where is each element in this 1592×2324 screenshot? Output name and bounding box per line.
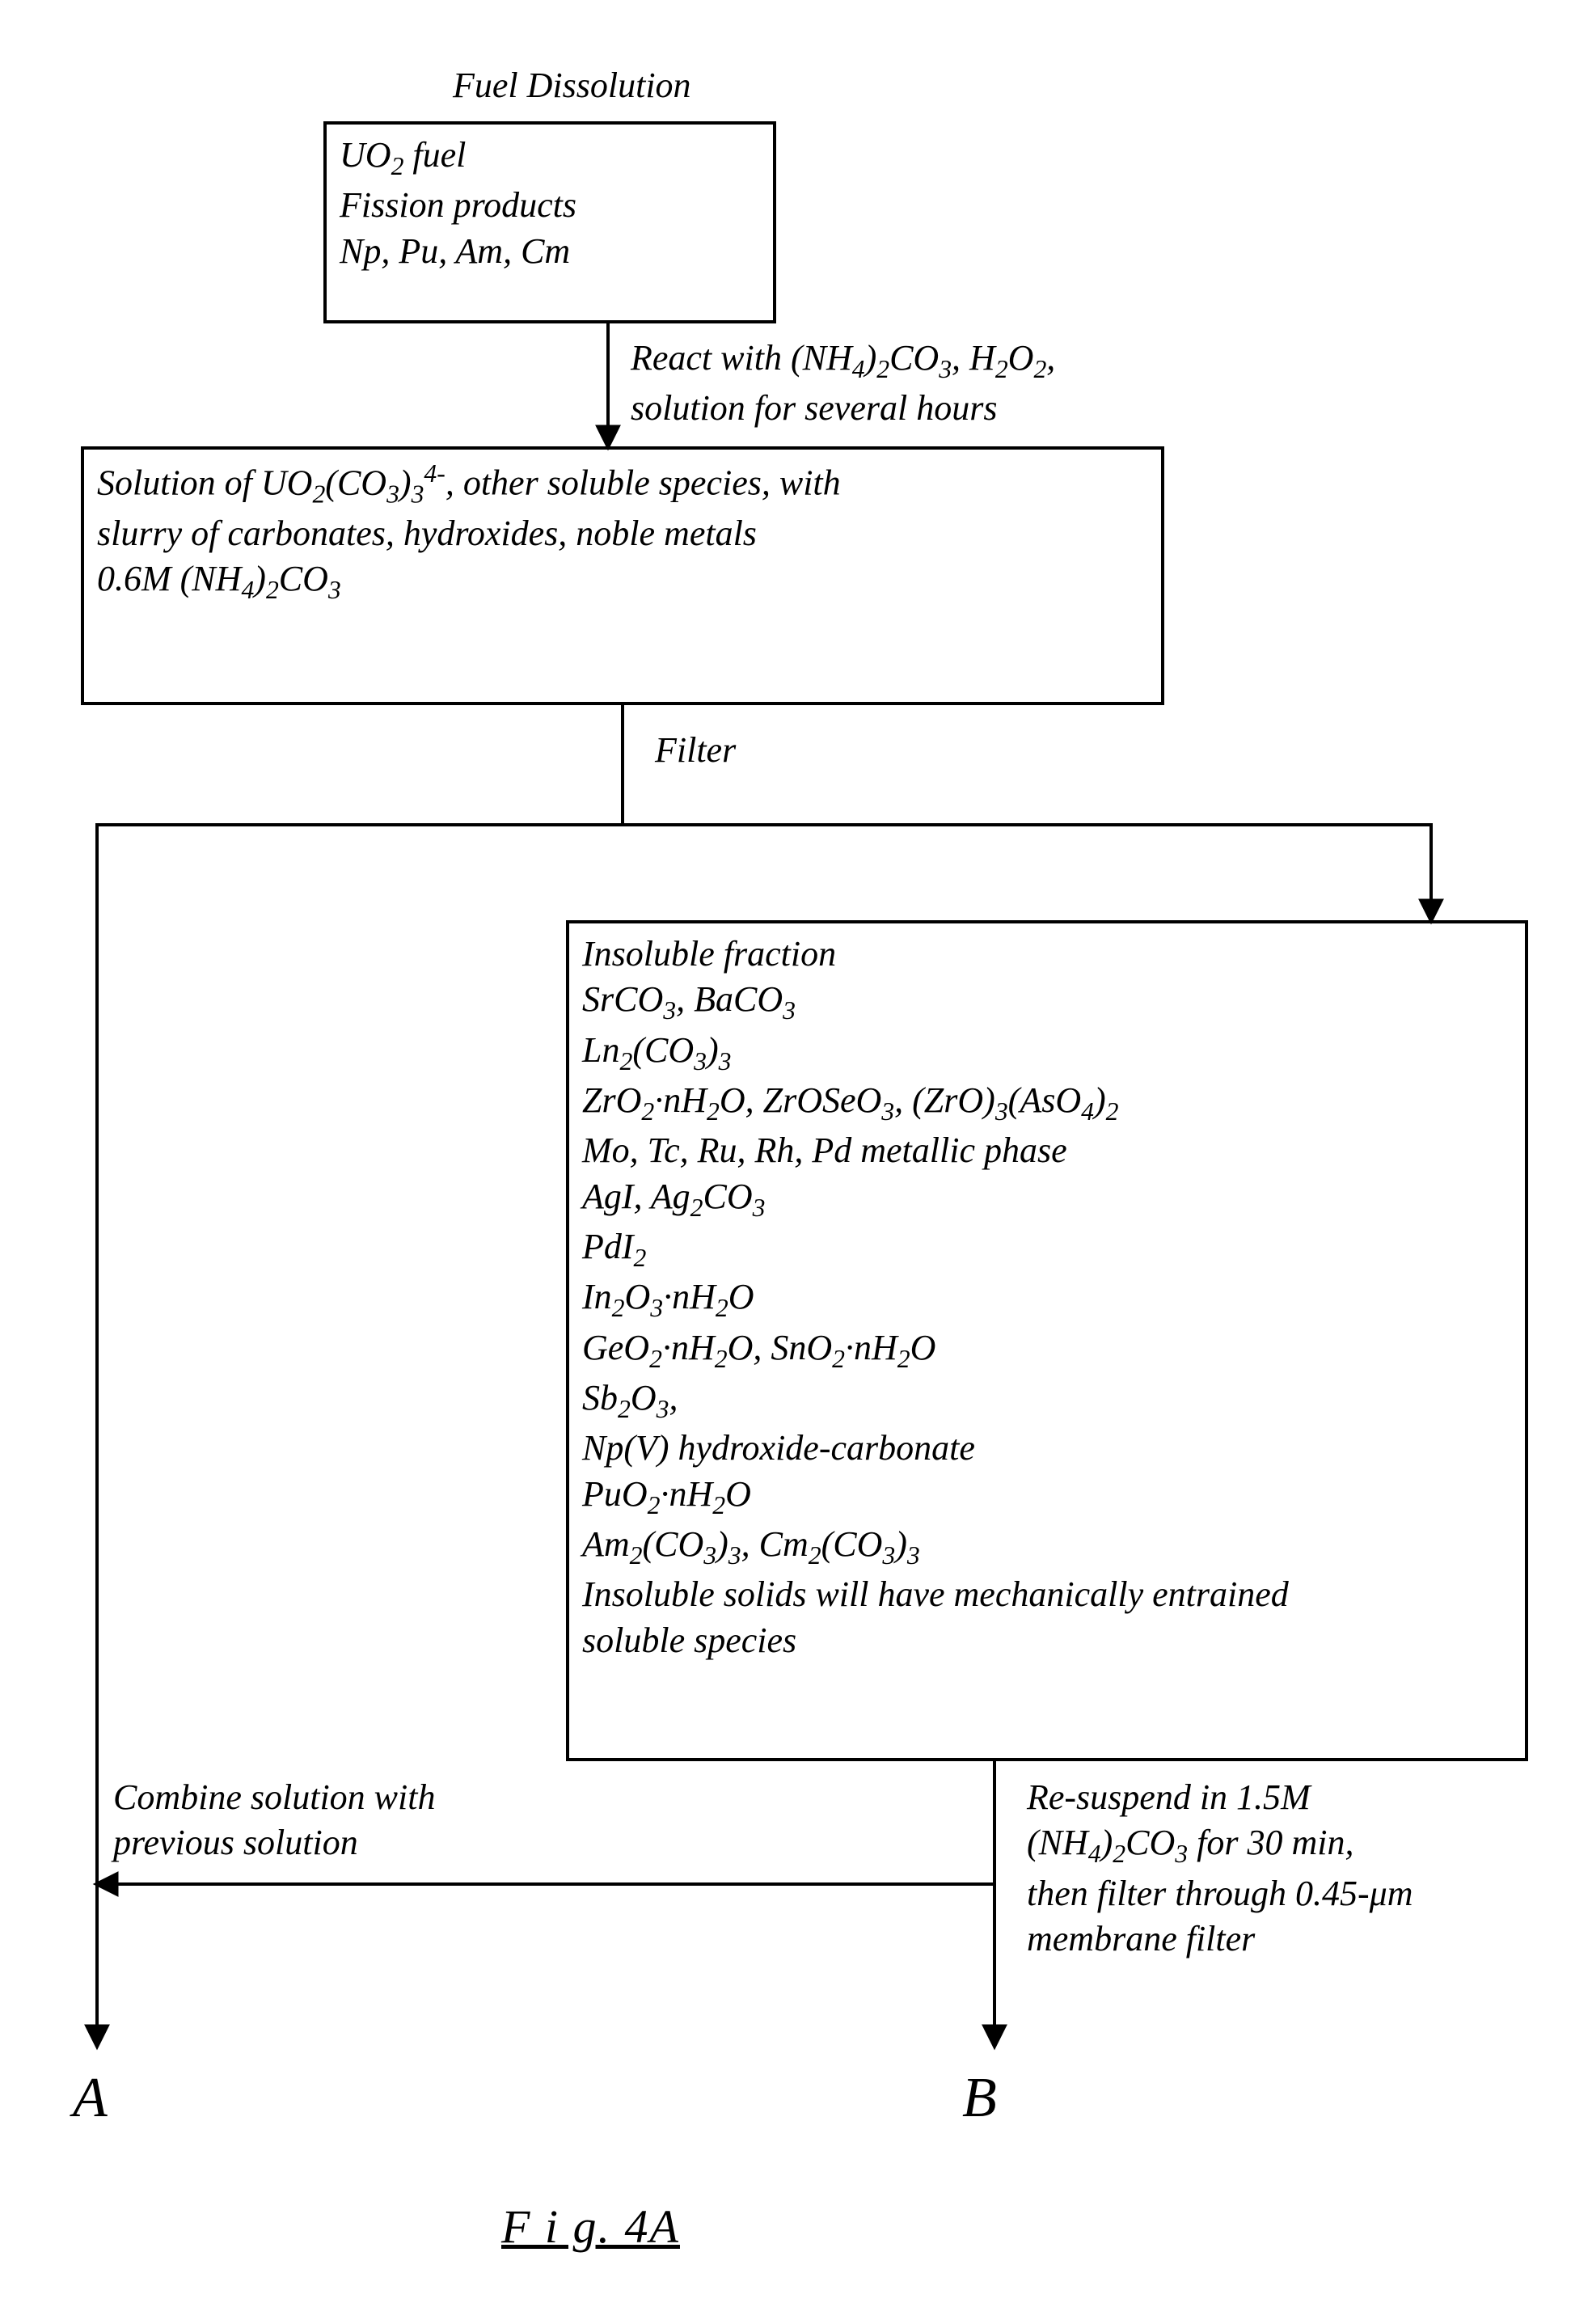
node-fuel-line-1: Fission products [340,183,760,228]
edge-label-filter: Filter [655,728,736,773]
node-insoluble-line-2: Ln2(CO3)3 [582,1028,1512,1078]
node-fuel: UO2 fuel Fission products Np, Pu, Am, Cm [323,121,776,323]
edge-label-combine: Combine solution withprevious solution [113,1775,435,1866]
node-insoluble-line-5: AgI, Ag2CO3 [582,1174,1512,1224]
edge-label-react: React with (NH4)2CO3, H2O2,solution for … [631,336,1055,432]
node-insoluble-line-11: PuO2·nH2O [582,1472,1512,1522]
node-insoluble-line-15: soluble species [582,1618,1512,1663]
node-insoluble-line-0: Insoluble fraction [582,932,1512,977]
node-insoluble-line-1: SrCO3, BaCO3 [582,977,1512,1027]
node-insoluble-line-6: PdI2 [582,1224,1512,1274]
terminal-a: A [73,2066,108,2131]
node-fuel-line-0: UO2 fuel [340,133,760,183]
node-fuel-line-2: Np, Pu, Am, Cm [340,229,760,274]
node-solution-line-0: Solution of UO2(CO3)34-, other soluble s… [97,458,1148,511]
node-insoluble-line-4: Mo, Tc, Ru, Rh, Pd metallic phase [582,1128,1512,1173]
node-insoluble-line-3: ZrO2·nH2O, ZrOSeO3, (ZrO)3(AsO4)2 [582,1078,1512,1128]
terminal-b: B [962,2066,997,2131]
node-solution: Solution of UO2(CO3)34-, other soluble s… [81,446,1164,705]
node-solution-line-1: slurry of carbonates, hydroxides, noble … [97,511,1148,556]
page-title: Fuel Dissolution [453,63,691,108]
node-solution-line-3: 0.6M (NH4)2CO3 [97,556,1148,606]
edge-split-right [623,825,1431,920]
flowchart-canvas: Fuel Dissolution UO2 fuel Fission produc… [0,0,1592,2324]
edge-label-resuspend: Re-suspend in 1.5M(NH4)2CO3 for 30 min,t… [1027,1775,1413,1962]
node-insoluble-line-14: Insoluble solids will have mechanically … [582,1572,1512,1617]
node-insoluble-line-7: In2O3·nH2O [582,1274,1512,1325]
node-insoluble-line-12: Am2(CO3)3, Cm2(CO3)3 [582,1522,1512,1572]
node-insoluble-line-8: GeO2·nH2O, SnO2·nH2O [582,1325,1512,1375]
figure-label: F i g. 4A [501,2199,680,2254]
node-insoluble: Insoluble fraction SrCO3, BaCO3 Ln2(CO3)… [566,920,1528,1761]
node-insoluble-line-10: Np(V) hydroxide-carbonate [582,1426,1512,1471]
node-insoluble-line-9: Sb2O3, [582,1375,1512,1426]
